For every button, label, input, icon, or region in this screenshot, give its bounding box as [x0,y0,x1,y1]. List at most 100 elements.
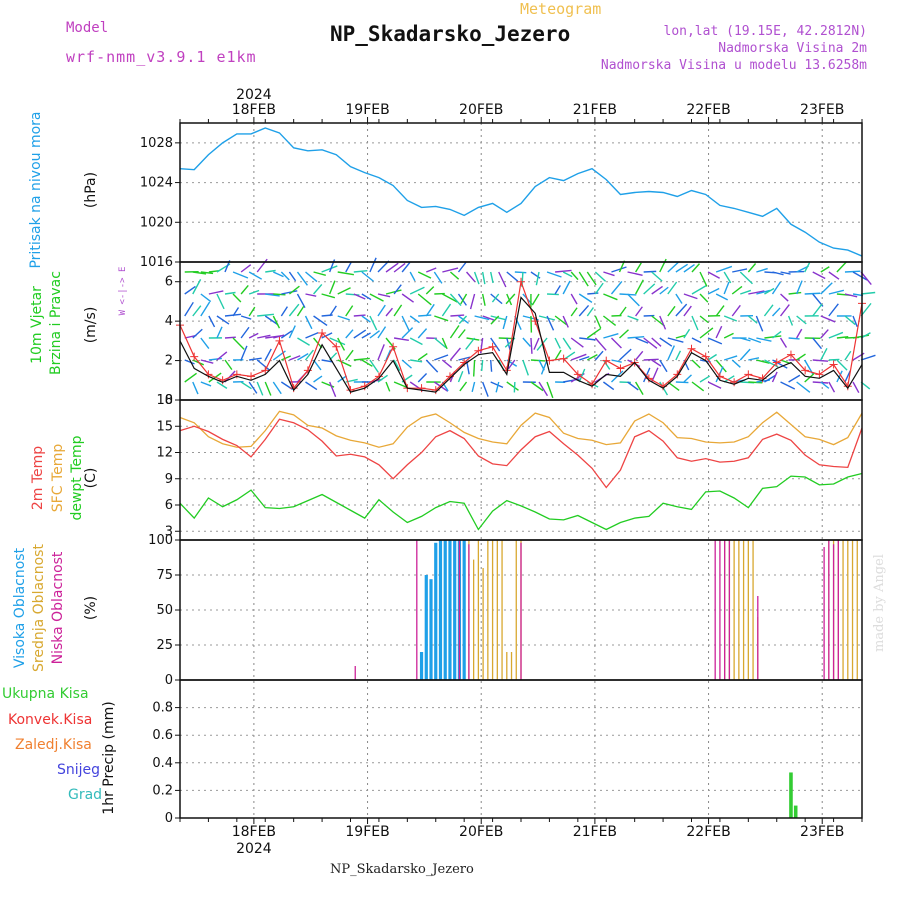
wind-direction-arrow [723,281,730,295]
wind-direction-arrow [353,329,367,339]
temp-2m-label: 2m Temp [30,445,46,511]
wind-direction-arrow [385,262,399,273]
wind-direction-arrow [200,337,210,350]
wind-direction-arrow [820,266,830,273]
wind-gust-marker [644,374,653,383]
wind-direction-arrow [337,287,351,295]
wind-direction-arrow [248,381,258,394]
wind-direction-arrow [538,315,556,321]
wind-gust-marker [829,360,838,369]
cloud-high-bar [443,540,447,680]
wind-direction-arrow [232,337,245,350]
wind-direction-arrow [812,303,823,317]
wind-direction-arrow [506,271,519,282]
y-tick-label: 0.4 [152,756,173,771]
location-info: lon,lat (19.15E, 42.2812N) Nadmorska Vis… [601,23,867,74]
wind-speed-line [179,296,863,393]
wind-direction-arrow [756,267,768,273]
wind-gust-marker [801,366,810,375]
wind-direction-arrow [820,381,830,389]
wind-direction-arrow [796,381,811,393]
top-day-label: 19FEB [345,102,389,118]
dewpt-temp-line [179,472,863,531]
wind-direction-arrow [707,381,722,389]
wind-direction-arrow [659,381,669,396]
wind-direction-arrow [643,270,657,273]
wind-direction-arrow [651,359,662,367]
wind-direction-arrow [329,305,337,317]
wind-direction-arrow [732,268,748,273]
wind-direction-arrow [490,293,503,305]
y-tick-label: 15 [156,419,173,434]
wind-gust-marker [488,342,497,351]
temp-sfc-label: SFC Temp [50,443,66,513]
wind-direction-arrow [409,337,423,346]
wind-direction-arrow [740,289,752,295]
wind-direction-arrow [715,293,728,301]
wind-direction-arrow [491,293,500,303]
wind-direction-arrow [361,332,371,339]
wind-direction-arrow [578,293,593,303]
wind-direction-arrow [393,304,403,317]
precip-frz-label: Zaledj.Kisa [15,737,92,753]
wind-direction-arrow [715,265,733,273]
wind-gust-marker [247,372,256,381]
wind-direction-arrow [546,315,555,331]
wind-direction-arrow [547,293,559,296]
wind-direction-arrow [240,315,252,320]
precip-total-label: Ukupna Kisa [2,686,89,702]
wind-direction-arrow [546,271,562,278]
wind-direction-arrow [651,367,659,383]
wind-direction-arrow [288,271,297,282]
wind-label-1: 10m Vjetar [29,286,45,364]
wind-direction-arrow [820,315,836,323]
wind-direction-arrow [321,381,335,388]
wind-direction-arrow [731,359,741,368]
wind-direction-arrow [409,315,420,324]
wind-direction-arrow [297,353,309,361]
wind-direction-arrow [473,359,476,377]
wind-direction-arrow [748,290,765,295]
cloud-high-bar [448,540,452,680]
wind-direction-arrow [273,271,284,278]
wind-direction-arrow [788,291,802,295]
wind-direction-arrow [425,303,435,317]
wind-direction-arrow [602,359,611,370]
wind-direction-arrow [385,381,391,392]
wind-direction-arrow [594,282,604,295]
y-tick-label: 0 [165,393,173,408]
wind-direction-arrow [828,331,844,339]
model-version: wrf-nmm_v3.9.1 e1km [66,48,257,66]
wind-direction-arrow [490,271,494,284]
wind-direction-arrow [471,381,476,393]
y-tick-label: 12 [156,446,173,461]
wind-gust-marker [332,342,341,351]
pressure-line [179,127,863,257]
wind-direction-arrow [265,293,280,297]
wind-direction-arrow [683,374,692,383]
pressure-label: Pritisak na nivou mora [28,111,44,269]
wind-direction-arrow [184,285,196,295]
wind-direction-arrow [192,271,207,275]
wind-direction-arrow [578,304,590,317]
wind-direction-arrow [216,351,228,361]
wind-direction-arrow [321,265,338,273]
wind-direction-arrow [442,293,458,303]
wind-direction-arrow [860,291,876,295]
wind-direction-arrow [707,337,723,345]
wind-direction-arrow [200,293,212,303]
precip-panel-frame [179,679,863,819]
wind-direction-arrow [248,289,260,295]
temperature-panel-frame [179,399,863,541]
wind-direction-arrow [265,269,276,273]
wind-direction-arrow [425,359,439,373]
wind-direction-arrow [224,359,233,371]
wind-direction-arrow [369,330,380,339]
wind-direction-arrow [296,271,308,286]
wind-direction-arrow [675,293,683,304]
wind-direction-arrow [329,337,346,346]
wind-direction-arrow [715,325,723,339]
wind-direction-arrow [434,315,449,322]
wind-direction-arrow [562,271,573,278]
wind-direction-arrow [248,306,256,317]
